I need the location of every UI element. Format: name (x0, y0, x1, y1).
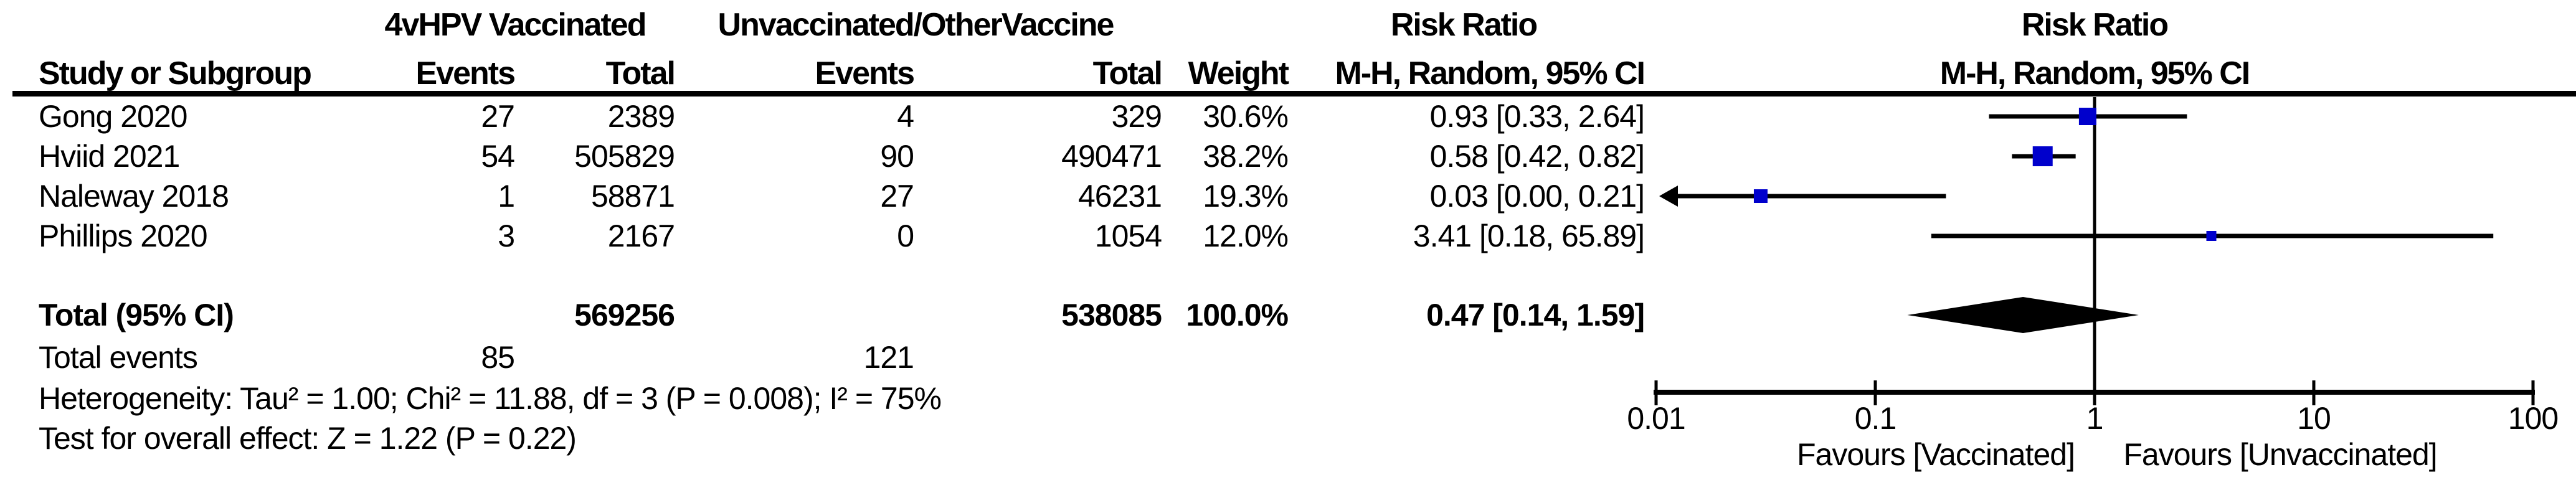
study-treatment-events: 27 (481, 99, 515, 134)
study-treatment-total: 2167 (607, 219, 675, 253)
col-header-ci-text: M-H, Random, 95% CI (1335, 55, 1646, 92)
overall-effect-test: Test for overall effect: Z = 1.22 (P = 0… (39, 421, 577, 456)
header-separator-line (12, 91, 2576, 97)
study-treatment-events: 1 (498, 179, 515, 214)
favours-left-label: Favours [Vaccinated] (1797, 437, 2075, 472)
study-ci-text: 0.03 [0.00, 0.21] (1429, 179, 1645, 214)
study-treatment-events: 54 (481, 139, 515, 174)
study-control-total: 1054 (1094, 219, 1162, 253)
study-name: Naleway 2018 (39, 179, 229, 214)
heterogeneity-stats: Heterogeneity: Tau² = 1.00; Chi² = 11.88… (39, 381, 942, 416)
total-row-label: Total (95% CI) (39, 298, 234, 332)
col-header-ci-plot: M-H, Random, 95% CI (1939, 55, 2250, 92)
group-header-risk-ratio-plot: Risk Ratio (2021, 7, 2169, 43)
study-control-total: 46231 (1077, 179, 1162, 214)
total-treatment-total: 569256 (574, 298, 675, 332)
study-treatment-total: 505829 (574, 139, 675, 174)
study-control-events: 90 (880, 139, 914, 174)
study-treatment-total: 58871 (590, 179, 675, 214)
study-weight: 38.2% (1203, 139, 1289, 174)
group-header-control: Unvaccinated/OtherVaccine (717, 7, 1115, 43)
study-control-total: 490471 (1061, 139, 1162, 174)
col-header-control-total: Total (1092, 55, 1163, 92)
study-name: Hviid 2021 (39, 139, 180, 174)
group-header-treatment: 4vHPV Vaccinated (384, 7, 647, 43)
arrow-left-icon (1659, 186, 1678, 207)
axis-tick-label: 1 (2086, 401, 2104, 436)
axis-tick-label: 10 (2297, 401, 2331, 436)
point-estimate-marker (2032, 146, 2053, 166)
study-name: Gong 2020 (39, 99, 187, 134)
col-header-treatment-total: Total (605, 55, 676, 92)
col-header-control-events: Events (815, 55, 915, 92)
study-control-events: 27 (880, 179, 914, 214)
total-weight: 100.0% (1186, 298, 1289, 332)
group-header-risk-ratio-text: Risk Ratio (1390, 7, 1538, 43)
total-events-treatment: 85 (481, 340, 515, 375)
study-name: Phillips 2020 (39, 219, 208, 253)
col-header-treatment-events: Events (415, 55, 516, 92)
study-ci-text: 3.41 [0.18, 65.89] (1413, 219, 1645, 253)
study-control-events: 0 (897, 219, 914, 253)
total-events-label: Total events (39, 340, 198, 375)
axis-tick-label: 0.01 (1627, 401, 1685, 436)
point-estimate-marker (1753, 189, 1768, 203)
pooled-diamond (1907, 297, 2139, 333)
favours-right-label: Favours [Unvaccinated] (2123, 437, 2437, 472)
study-ci-text: 0.93 [0.33, 2.64] (1429, 99, 1645, 134)
study-weight: 19.3% (1203, 179, 1289, 214)
total-ci-text: 0.47 [0.14, 1.59] (1426, 298, 1645, 332)
study-control-events: 4 (897, 99, 914, 134)
axis-tick-label: 0.1 (1854, 401, 1897, 436)
point-estimate-marker (2078, 108, 2096, 125)
study-ci-text: 0.58 [0.42, 0.82] (1429, 139, 1645, 174)
col-header-study: Study or Subgroup (39, 55, 312, 92)
point-estimate-marker (2206, 231, 2217, 241)
study-control-total: 329 (1111, 99, 1162, 134)
study-treatment-total: 2389 (607, 99, 675, 134)
study-weight: 12.0% (1203, 219, 1289, 253)
total-events-control: 121 (863, 340, 914, 375)
col-header-weight: Weight (1188, 55, 1289, 92)
axis-tick-label: 100 (2507, 401, 2559, 436)
study-weight: 30.6% (1203, 99, 1289, 134)
total-control-total: 538085 (1061, 298, 1162, 332)
study-treatment-events: 3 (498, 219, 515, 253)
